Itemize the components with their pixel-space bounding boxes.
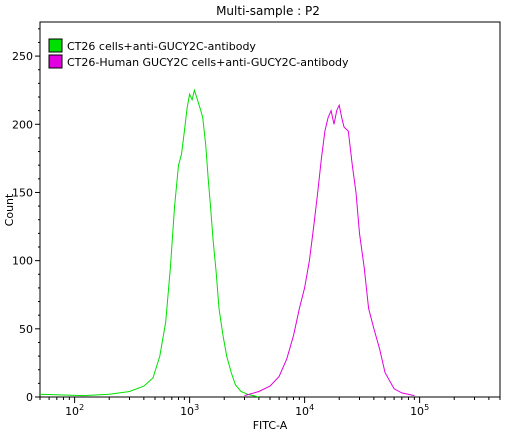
y-axis-label: Count bbox=[3, 193, 16, 226]
x-axis-label: FITC-A bbox=[253, 419, 288, 432]
legend: CT26 cells+anti-GUCY2C-antibody CT26-Huma… bbox=[48, 38, 349, 69]
x-axis: 102 103 104 105 bbox=[39, 397, 501, 418]
x-tick-label: 102 bbox=[65, 403, 84, 418]
x-tick-label: 105 bbox=[410, 403, 429, 418]
y-tick-label: 50 bbox=[19, 323, 33, 336]
y-tick-label: 100 bbox=[12, 255, 33, 268]
legend-swatch-2 bbox=[48, 54, 63, 69]
y-tick-label: 150 bbox=[12, 186, 33, 199]
y-axis: 0 50 100 150 200 250 bbox=[12, 28, 40, 404]
series-layer bbox=[39, 88, 415, 398]
legend-label-2: CT26-Human GUCY2C cells+anti-GUCY2C-anti… bbox=[67, 56, 349, 69]
chart-title: Multi-sample : P2 bbox=[216, 4, 320, 18]
legend-label-1: CT26 cells+anti-GUCY2C-antibody bbox=[67, 40, 256, 53]
y-tick-label: 200 bbox=[12, 118, 33, 131]
y-tick-label: 250 bbox=[12, 50, 33, 63]
plot-frame bbox=[39, 21, 501, 398]
x-tick-label: 103 bbox=[180, 403, 199, 418]
x-tick-label: 104 bbox=[295, 403, 314, 418]
series-line-2 bbox=[244, 103, 415, 397]
y-tick-label: 0 bbox=[26, 391, 33, 404]
legend-swatch-1 bbox=[48, 38, 63, 53]
series-line-1 bbox=[39, 88, 260, 398]
